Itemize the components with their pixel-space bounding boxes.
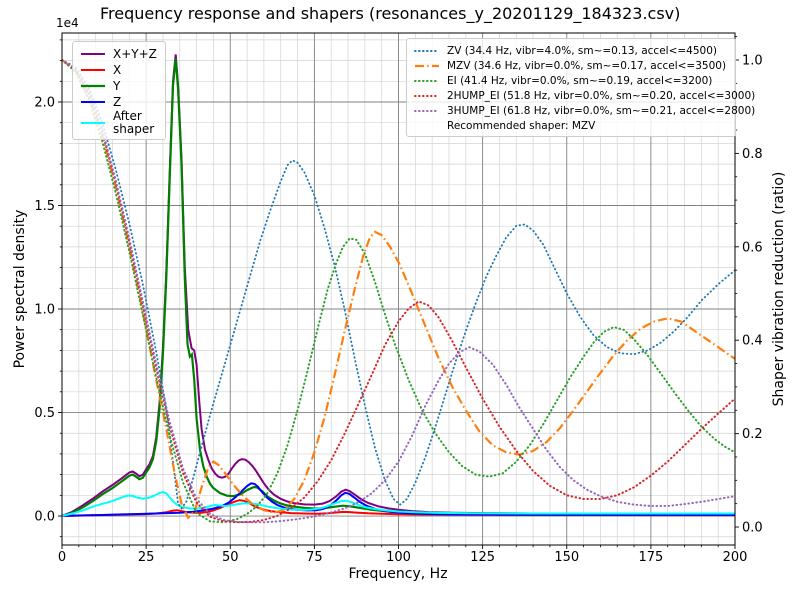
series-after-shaper <box>62 490 735 517</box>
legend-footer-recommended: Recommended shaper: MZV <box>414 118 728 133</box>
legend-item: After shaper <box>80 110 158 136</box>
x-tick-label: 125 <box>470 550 495 565</box>
legend-item-label: ZV (34.4 Hz, vibr=4.0%, sm~=0.13, accel<… <box>447 44 717 57</box>
legend-line-sample <box>81 84 105 88</box>
legend-line-sample <box>81 53 105 55</box>
x-tick-label: 75 <box>306 550 323 565</box>
legend-shapers: ZV (34.4 Hz, vibr=4.0%, sm~=0.13, accel<… <box>406 38 755 137</box>
x-tick-label: 25 <box>138 550 155 565</box>
legend-item-label: MZV (34.6 Hz, vibr=0.0%, sm~=0.17, accel… <box>447 59 727 72</box>
legend-psd: X+Y+Z X Y Z After shaper <box>72 41 166 140</box>
y-right-tick-label: 0.2 <box>742 427 763 442</box>
legend-item-label: Z <box>113 94 122 109</box>
x-tick-label: 100 <box>386 550 411 565</box>
y-right-tick-label: 1.0 <box>742 53 763 68</box>
y-axis-left-label: Power spectral density <box>12 209 28 369</box>
legend-item: Z <box>80 94 158 110</box>
x-tick-label: 50 <box>222 550 239 565</box>
legend-line-sample <box>81 69 105 71</box>
y-left-tick-label: 0.5 <box>34 406 55 421</box>
legend-item-label: 3HUMP_EI (61.8 Hz, vibr=0.0%, sm~=0.21, … <box>447 104 756 117</box>
series-y <box>62 58 735 518</box>
y-right-tick-label: 0.8 <box>742 147 763 162</box>
legend-line-sample <box>414 49 440 52</box>
legend-line-sample <box>414 109 440 112</box>
x-tick-label: 150 <box>554 550 579 565</box>
x-tick-label: 0 <box>58 550 66 565</box>
legend-item-label: After shaper <box>113 109 155 136</box>
y-left-tick-label: 2.0 <box>34 95 55 110</box>
series-2hump-ei <box>62 59 735 524</box>
legend-item-label: EI (41.4 Hz, vibr=0.0%, sm~=0.19, accel<… <box>447 74 713 87</box>
y-left-tick-label: 1.0 <box>34 303 55 318</box>
legend-item: X <box>80 62 158 78</box>
y-left-tick-label: 0.0 <box>34 510 55 525</box>
legend-item-label: 2HUMP_EI (51.8 Hz, vibr=0.0%, sm~=0.20, … <box>447 89 756 102</box>
legend-item: X+Y+Z <box>80 46 158 62</box>
legend-item: ZV (34.4 Hz, vibr=4.0%, sm~=0.13, accel<… <box>414 43 728 58</box>
legend-line-sample <box>414 79 440 82</box>
y-right-tick-label: 0.6 <box>742 240 763 255</box>
legend-item-label: X <box>113 62 122 77</box>
legend-item: Y <box>80 78 158 94</box>
y-right-tick-label: 0.4 <box>742 334 763 349</box>
series-x <box>62 499 735 517</box>
series-zv <box>62 59 735 510</box>
legend-line-sample <box>81 101 105 103</box>
legend-item: 3HUMP_EI (61.8 Hz, vibr=0.0%, sm~=0.21, … <box>414 103 755 118</box>
axis-ticks: 0 25 50 75 100 125 150 175 200 0.0 0.5 1.0 1.5 2.0 0.0… <box>34 36 763 565</box>
series-3hump-ei <box>62 59 735 524</box>
legend-line-sample <box>81 122 105 124</box>
series-ei <box>62 59 735 524</box>
legend-item: 2HUMP_EI (51.8 Hz, vibr=0.0%, sm~=0.20, … <box>414 88 755 103</box>
legend-item: EI (41.4 Hz, vibr=0.0%, sm~=0.19, accel<… <box>414 73 728 88</box>
y-axis-right-label: Shaper vibration reduction (ratio) <box>771 171 787 407</box>
y-left-tick-label: 1.5 <box>34 199 55 214</box>
x-tick-label: 175 <box>638 550 663 565</box>
y-axis-offset-label: 1e4 <box>56 16 79 30</box>
legend-item-label: Y <box>113 78 121 93</box>
recommended-shaper-text: Recommended shaper: MZV <box>447 119 596 132</box>
series-mzv <box>62 59 735 520</box>
legend-line-sample <box>414 94 440 97</box>
series-group <box>62 54 735 524</box>
legend-item-label: X+Y+Z <box>113 46 157 61</box>
y-right-tick-label: 0.0 <box>742 521 763 536</box>
legend-item: MZV (34.6 Hz, vibr=0.0%, sm~=0.17, accel… <box>414 58 728 73</box>
x-tick-label: 200 <box>723 550 748 565</box>
x-axis-label: Frequency, Hz <box>348 566 448 582</box>
legend-line-sample <box>415 64 439 67</box>
chart-title: Frequency response and shapers (resonanc… <box>100 4 681 23</box>
